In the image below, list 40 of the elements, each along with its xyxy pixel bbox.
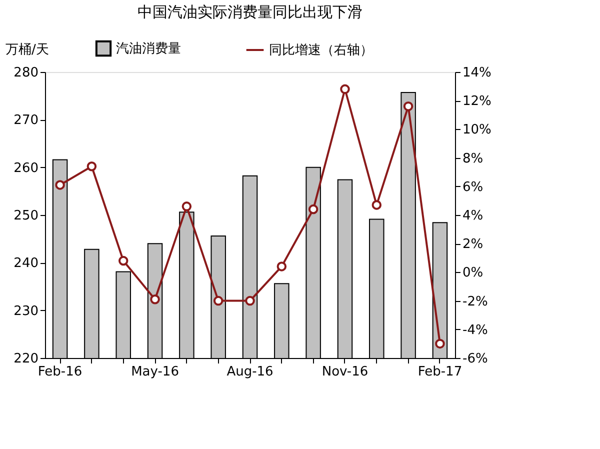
y2-tick-label: 14% (462, 66, 492, 80)
point (118, 256, 128, 266)
y-tick-label: 240 (14, 256, 38, 272)
point (245, 296, 255, 306)
point (372, 200, 382, 210)
y2-tick-label: -4% (462, 322, 488, 338)
point (340, 84, 350, 94)
point (182, 202, 192, 212)
x-tick-label: Aug-16 (226, 364, 274, 380)
point (150, 294, 160, 304)
y2-tick-label: 12% (462, 94, 492, 110)
y-tick-label: 270 (14, 113, 38, 128)
x-tick-label: Nov-16 (322, 364, 368, 380)
y2-tick-label: -2% (462, 294, 488, 310)
legend-label: 汽油消费量 (116, 42, 181, 56)
y2-tick-label: 6% (462, 180, 484, 195)
x-tick-label: May-16 (131, 364, 179, 380)
legend-label: 同比增速（右轴） (269, 43, 373, 58)
point (435, 338, 445, 349)
y2-tick-label: 10% (462, 122, 492, 138)
point (213, 296, 224, 306)
y2-tick-label: 8% (462, 151, 484, 166)
y-tick-label: 260 (14, 160, 38, 176)
point (276, 262, 287, 272)
point (403, 101, 414, 112)
y-tick-label: 220 (14, 352, 38, 366)
y-tick-label: 250 (14, 208, 38, 224)
y-tick-label: 230 (14, 304, 38, 319)
y2-tick-label: 0% (462, 266, 484, 281)
y-tick-label: 280 (14, 66, 38, 80)
point (55, 180, 65, 190)
y2-tick-label: 2% (462, 237, 484, 252)
x-tick-label: Feb-16 (38, 364, 82, 380)
point (86, 162, 97, 172)
x-tick-label: Feb-17 (418, 364, 462, 380)
point (308, 204, 318, 214)
y2-tick-label: -6% (462, 352, 488, 366)
chart-title: 中国汽油实际消费量同比出现下滑 (138, 3, 362, 21)
y2-tick-label: 4% (462, 208, 484, 224)
y-axis-title: 万桶/天 (6, 42, 49, 58)
